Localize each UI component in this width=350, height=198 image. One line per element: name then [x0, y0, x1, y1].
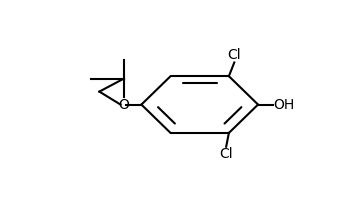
Text: OH: OH [273, 98, 295, 111]
Text: Cl: Cl [228, 48, 241, 62]
Text: O: O [118, 98, 129, 111]
Text: Cl: Cl [219, 148, 233, 161]
